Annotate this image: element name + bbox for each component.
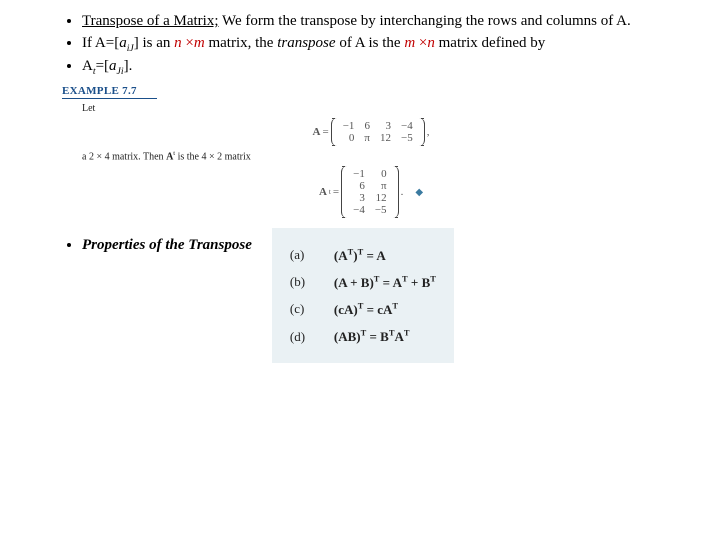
diamond-icon: ◆ <box>415 187 423 198</box>
b2-idx: iJ <box>127 43 134 54</box>
b2-ofa: of A is the <box>336 35 405 51</box>
property-line: (b) (A + B)T = AT + BT <box>290 274 436 291</box>
b2-x1: × <box>185 35 193 51</box>
period: . <box>401 186 404 198</box>
matrix-cell: 0 <box>370 168 392 180</box>
bullet-if-a: If A=[aiJ] is an n ×m matrix, the transp… <box>82 34 680 56</box>
properties-heading: Properties of the Transpose <box>82 237 252 253</box>
matrix-a-zone: A = −163−4 0π12−5 , <box>313 118 430 146</box>
property-tag: (c) <box>290 301 310 317</box>
property-line: (c) (cA)T = cAT <box>290 301 436 318</box>
property-line: (a) (AT)T = A <box>290 246 436 263</box>
properties-bullet-list: Properties of the Transpose <box>60 234 252 258</box>
b2-n: n <box>174 35 185 51</box>
matrix-cell: 6 <box>359 120 375 132</box>
bullet1-lead: Transpose of a Matrix; <box>82 13 219 29</box>
bullet-at-eq: At=[aJi]. <box>82 57 680 79</box>
matrix-cell: π <box>359 132 375 144</box>
matrix-cell: −5 <box>396 132 418 144</box>
matrix-cell: −1 <box>338 120 360 132</box>
matrix-cell: 3 <box>348 192 370 204</box>
example-block: EXAMPLE 7.7 Let A = −163−40π12−5 , a 2 ×… <box>62 85 680 218</box>
matrix-cell: π <box>370 180 392 192</box>
property-eq: (A + B)T = AT + BT <box>334 274 436 291</box>
matrix-cell: −1 <box>348 168 370 180</box>
b2-m: m <box>194 35 205 51</box>
b2-a: a <box>119 35 127 51</box>
b2-mid2: matrix, the <box>205 35 277 51</box>
matrix-cell: −4 <box>396 120 418 132</box>
matrix-at-table: −106π312−4−5 <box>348 168 391 216</box>
matrix-at-label: A <box>319 186 327 198</box>
b2-end: matrix defined by <box>435 35 545 51</box>
dim-a: a 2 × 4 matrix. Then <box>82 151 166 162</box>
matrix-a-label: A <box>313 126 321 138</box>
property-tag: (a) <box>290 247 310 263</box>
b2-m2: m <box>404 35 419 51</box>
matrix-at: −106π312−4−5 <box>341 166 398 218</box>
eq-sign2: = <box>333 186 339 198</box>
matrix-at-zone: At = −106π312−4−5 . ◆ <box>319 166 423 218</box>
matrix-cell: 6 <box>348 180 370 192</box>
b3-close: ]. <box>124 58 133 74</box>
b2-pre: If A=[ <box>82 35 119 51</box>
matrix-cell: −5 <box>370 204 392 216</box>
matrix-cell: 12 <box>370 192 392 204</box>
matrix-cell: 3 <box>375 120 396 132</box>
b2-n2: n <box>427 35 435 51</box>
bullet1-rest: We form the transpose by interchanging t… <box>219 13 631 29</box>
matrix-a: −163−4 0π12−5 <box>331 118 425 146</box>
matrix-cell: 0 <box>338 132 360 144</box>
example-let: Let <box>82 103 680 114</box>
matrix-cell: 12 <box>375 132 396 144</box>
example-title: EXAMPLE 7.7 <box>62 85 157 99</box>
property-eq: (AB)T = BTAT <box>334 328 410 345</box>
dim-b: is the 4 × 2 matrix <box>175 151 251 162</box>
property-eq: (AT)T = A <box>334 246 386 263</box>
example-dim-line: a 2 × 4 matrix. Then At is the 4 × 2 mat… <box>82 150 680 162</box>
properties-row: Properties of the Transpose (a) (AT)T = A… <box>60 228 680 363</box>
property-tag: (d) <box>290 329 310 345</box>
bullet-transpose-def: Transpose of a Matrix; We form the trans… <box>82 12 680 32</box>
page-root: Transpose of a Matrix; We form the trans… <box>0 0 720 373</box>
b3-eq: =[ <box>96 58 109 74</box>
b3-a: a <box>109 58 117 74</box>
properties-box: (a) (AT)T = A (b) (A + B)T = AT + BT (c) (cA)… <box>272 228 454 363</box>
bullet-properties: Properties of the Transpose <box>82 236 252 256</box>
matrix-cell: −4 <box>348 204 370 216</box>
property-line: (d) (AB)T = BTAT <box>290 328 436 345</box>
matrix-at-sup: t <box>329 188 331 196</box>
comma: , <box>427 126 430 138</box>
matrix-a-table: −163−4 0π12−5 <box>338 120 418 144</box>
b3-idx: Ji <box>117 66 124 77</box>
b3-A: A <box>82 58 93 74</box>
definition-list: Transpose of a Matrix; We form the trans… <box>60 12 680 79</box>
property-eq: (cA)T = cAT <box>334 301 398 318</box>
b2-transpose: transpose <box>277 35 335 51</box>
property-tag: (b) <box>290 274 310 290</box>
b2-mid: ] is an <box>134 35 174 51</box>
eq-sign: = <box>322 126 328 138</box>
